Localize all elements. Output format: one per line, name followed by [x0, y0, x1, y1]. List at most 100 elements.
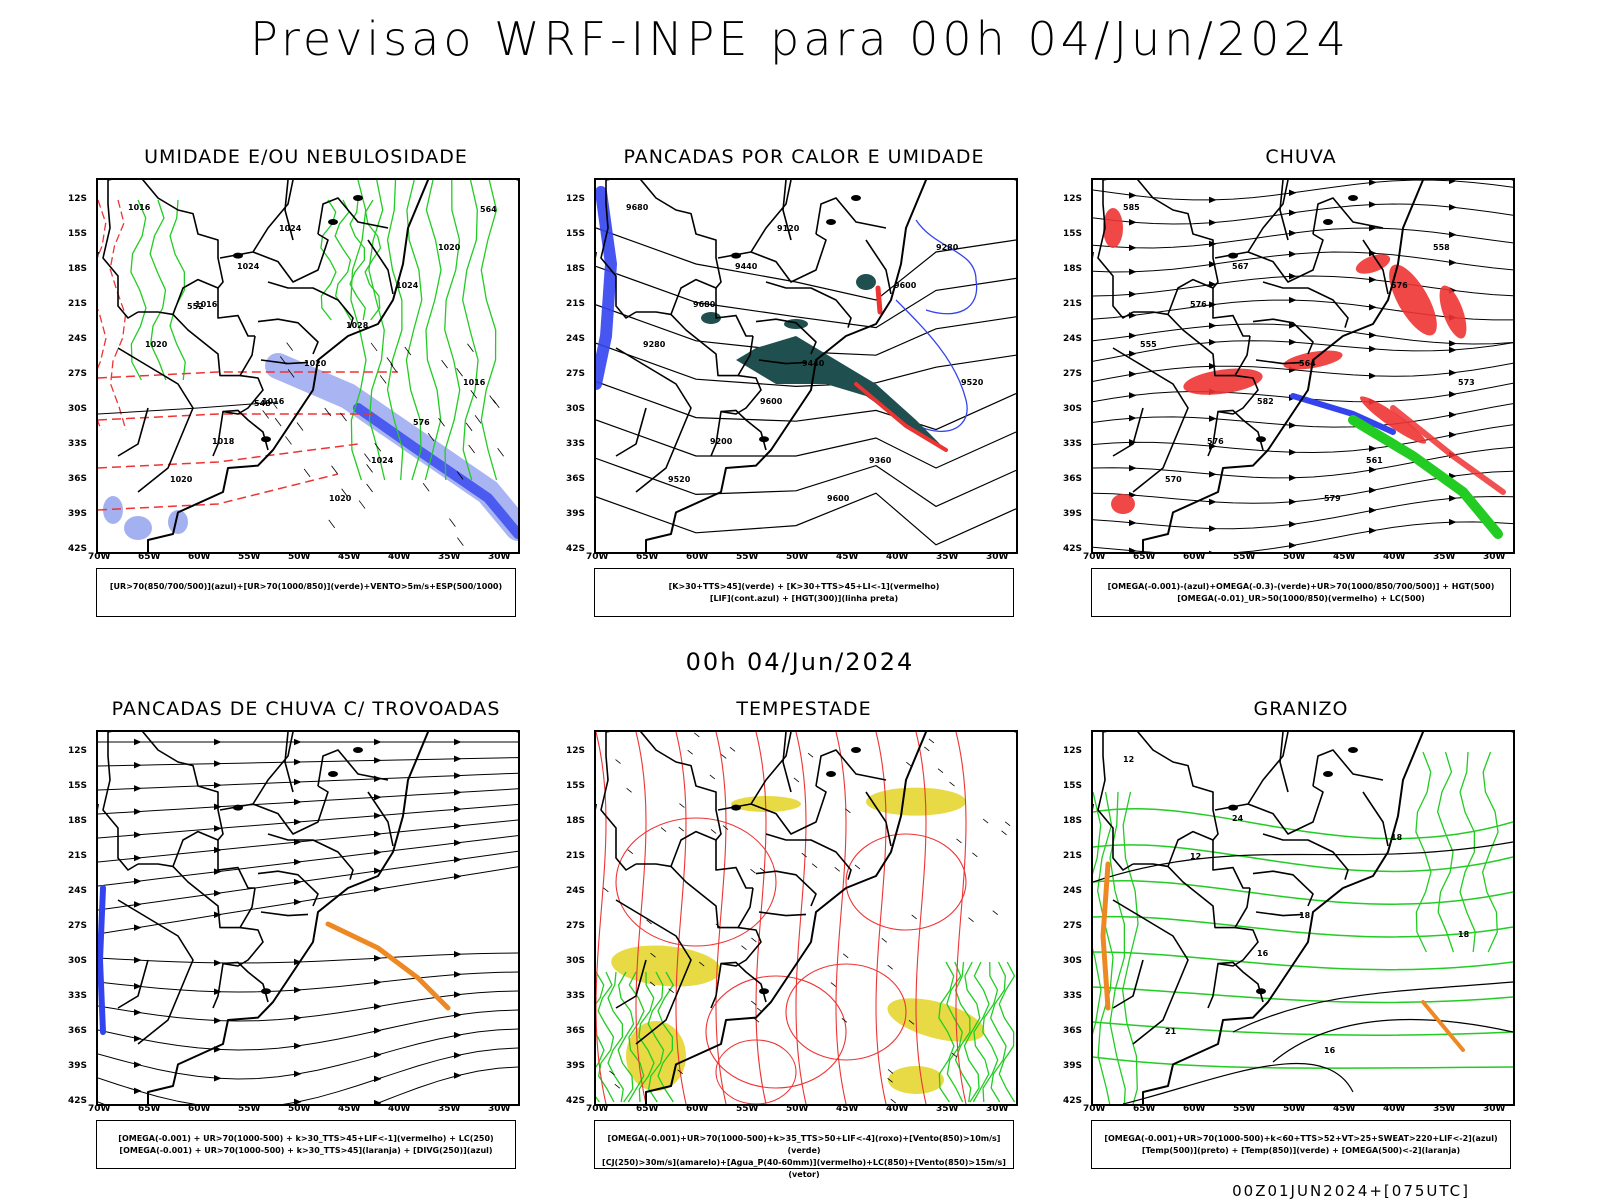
contour-label: 1020 [145, 340, 168, 349]
longitude-label: 40W [1383, 552, 1405, 562]
longitude-label: 65W [1133, 552, 1155, 562]
legend-line: [OMEGA(-0.001)+UR>70(1000-500)+k>35_TTS>… [595, 1133, 1013, 1157]
map-canvas [596, 732, 1016, 1104]
contour-label: 9280 [643, 340, 666, 349]
panel-title: UMIDADE E/OU NEBULOSIDADE [76, 146, 536, 168]
latitude-label: 27S [566, 369, 585, 379]
latitude-label: 15S [68, 781, 87, 791]
latitude-label: 36S [1063, 1026, 1082, 1036]
latitude-label: 27S [1063, 369, 1082, 379]
longitude-label: 45W [836, 552, 858, 562]
contour-label: 9680 [693, 300, 716, 309]
contour-label: 573 [1458, 378, 1475, 387]
latitude-label: 33S [1063, 439, 1082, 449]
contour-label: 18 [1458, 930, 1470, 939]
contour-label: 1024 [237, 262, 260, 271]
longitude-label: 40W [886, 552, 908, 562]
legend-box: [OMEGA(-0.001) + UR>70(1000-500) + k>30_… [96, 1120, 516, 1169]
latitude-label: 15S [566, 229, 585, 239]
contour-label: 585 [1123, 203, 1140, 212]
latitude-label: 36S [68, 1026, 87, 1036]
legend-box: [OMEGA(-0.001)+UR>70(1000-500)+k>35_TTS>… [594, 1120, 1014, 1169]
latitude-label: 30S [566, 404, 585, 414]
latitude-label: 21S [1063, 851, 1082, 861]
latitude-label: 18S [68, 264, 87, 274]
longitude-label: 50W [786, 552, 808, 562]
longitude-label: 65W [138, 1104, 160, 1114]
contour-label: 1020 [329, 494, 352, 503]
contour-label: 9520 [961, 378, 984, 387]
longitude-label: 55W [736, 552, 758, 562]
contour-label: 9440 [735, 262, 758, 271]
legend-line: [Temp(500)](preto) + [Temp(850)](verde) … [1092, 1145, 1510, 1157]
mid-title: 00h 04/Jun/2024 [0, 648, 1600, 676]
contour-label: 1020 [170, 475, 193, 484]
footer-timestamp: 00Z01JUN2024+[075UTC] [1232, 1182, 1470, 1200]
contour-label: 9600 [827, 494, 850, 503]
latitude-label: 42S [566, 1096, 585, 1106]
map-panel: 1016 1016 1016 1020 1024 1016 1020 1024 1020 1024… [96, 178, 520, 554]
longitude-label: 30W [986, 1104, 1008, 1114]
legend-box: [OMEGA(-0.001)+UR>70(1000-500)+k<60+TTS>… [1091, 1120, 1511, 1169]
legend-box: [UR>70(850/700/500)](azul)+[UR>70(1000/8… [96, 568, 516, 617]
longitude-label: 50W [288, 552, 310, 562]
longitude-label: 55W [1233, 1104, 1255, 1114]
contour-label: 1020 [304, 359, 327, 368]
legend-line: [OMEGA(-0.001)+UR>70(1000-500)+k<60+TTS>… [1092, 1133, 1510, 1145]
latitude-label: 30S [1063, 956, 1082, 966]
contour-label: 9200 [710, 437, 733, 446]
latitude-label: 12S [68, 194, 87, 204]
contour-label: 9600 [894, 281, 917, 290]
latitude-label: 36S [1063, 474, 1082, 484]
contour-label: 1016 [463, 378, 486, 387]
latitude-label: 21S [566, 299, 585, 309]
latitude-label: 42S [1063, 1096, 1082, 1106]
longitude-label: 30W [1483, 552, 1505, 562]
panel-title: CHUVA [1071, 146, 1531, 168]
contour-label: 576 [1391, 281, 1408, 290]
contour-label: 576 [1190, 300, 1207, 309]
latitude-label: 36S [68, 474, 87, 484]
longitude-label: 55W [1233, 552, 1255, 562]
latitude-label: 30S [68, 956, 87, 966]
latitude-label: 24S [1063, 886, 1082, 896]
longitude-label: 30W [488, 1104, 510, 1114]
latitude-label: 24S [68, 886, 87, 896]
legend-line: [LIF](cont.azul) + [HGT(300)](linha pret… [595, 593, 1013, 605]
latitude-label: 18S [1063, 264, 1082, 274]
latitude-label: 42S [68, 1096, 87, 1106]
longitude-label: 65W [138, 552, 160, 562]
latitude-label: 30S [68, 404, 87, 414]
longitude-label: 35W [936, 1104, 958, 1114]
contour-label: 24 [1232, 814, 1244, 823]
latitude-label: 39S [68, 1061, 87, 1071]
map-canvas: 9680968096009600960095209520944094409360… [596, 180, 1016, 552]
longitude-label: 45W [1333, 1104, 1355, 1114]
contour-label: 558 [1433, 243, 1450, 252]
longitude-label: 55W [238, 552, 260, 562]
latitude-label: 18S [566, 816, 585, 826]
latitude-label: 21S [68, 851, 87, 861]
longitude-label: 55W [238, 1104, 260, 1114]
latitude-label: 27S [68, 369, 87, 379]
latitude-label: 27S [1063, 921, 1082, 931]
longitude-label: 70W [1083, 552, 1105, 562]
longitude-label: 40W [388, 1104, 410, 1114]
latitude-label: 39S [68, 509, 87, 519]
longitude-label: 30W [986, 552, 1008, 562]
latitude-label: 30S [1063, 404, 1082, 414]
contour-label: 555 [1140, 340, 1157, 349]
latitude-label: 33S [566, 991, 585, 1001]
longitude-label: 65W [636, 552, 658, 562]
contour-label: 579 [1324, 494, 1341, 503]
latitude-label: 39S [566, 1061, 585, 1071]
longitude-label: 70W [586, 1104, 608, 1114]
latitude-label: 21S [68, 299, 87, 309]
longitude-label: 50W [1283, 1104, 1305, 1114]
latitude-label: 18S [566, 264, 585, 274]
contour-label: 21 [1165, 1027, 1177, 1036]
longitude-label: 35W [1433, 552, 1455, 562]
contour-label: 1020 [438, 243, 461, 252]
contour-label: 1024 [396, 281, 419, 290]
longitude-label: 40W [388, 552, 410, 562]
